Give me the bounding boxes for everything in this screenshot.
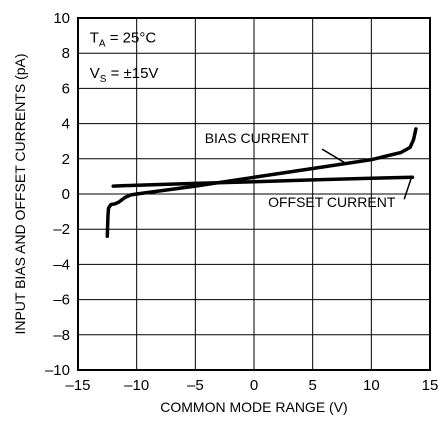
y-tick-label: –8 (53, 327, 70, 344)
x-tick-label: –10 (124, 377, 149, 394)
x-axis-title: COMMON MODE RANGE (V) (160, 399, 347, 415)
bias-current-line (105, 127, 418, 238)
y-tick-label: 2 (62, 151, 70, 168)
supply-voltage-condition: VS = ±15V (90, 65, 159, 85)
temperature-condition: TA = 25°C (90, 30, 157, 50)
offset-current-label: OFFSET CURRENT (268, 194, 396, 210)
x-tick-label: 10 (363, 377, 380, 394)
series-lines (105, 127, 418, 238)
bias-current-label: BIAS CURRENT (205, 130, 310, 146)
x-tick-label: 5 (308, 377, 316, 394)
plot-frame (77, 17, 431, 371)
y-tick-label: –10 (45, 362, 70, 379)
x-tick-label: –5 (187, 377, 204, 394)
y-tick-label: 0 (62, 186, 70, 203)
grid (78, 18, 430, 370)
offset-current-leader-line (403, 177, 412, 200)
y-tick-label: 10 (53, 10, 70, 27)
y-axis-title: INPUT BIAS AND OFFSET CURRENTS (pA) (12, 53, 28, 334)
y-tick-label: –4 (53, 256, 70, 273)
x-tick-label: 15 (422, 377, 439, 394)
x-tick-label: –15 (65, 377, 90, 394)
x-tick-label: 0 (250, 377, 258, 394)
y-tick-label: –2 (53, 221, 70, 238)
y-tick-label: 4 (62, 116, 70, 133)
offset-current-line (111, 175, 415, 188)
bias-current-leader-line (321, 148, 346, 164)
y-tick-label: 6 (62, 80, 70, 97)
y-tick-label: –6 (53, 292, 70, 309)
y-tick-label: 8 (62, 45, 70, 62)
